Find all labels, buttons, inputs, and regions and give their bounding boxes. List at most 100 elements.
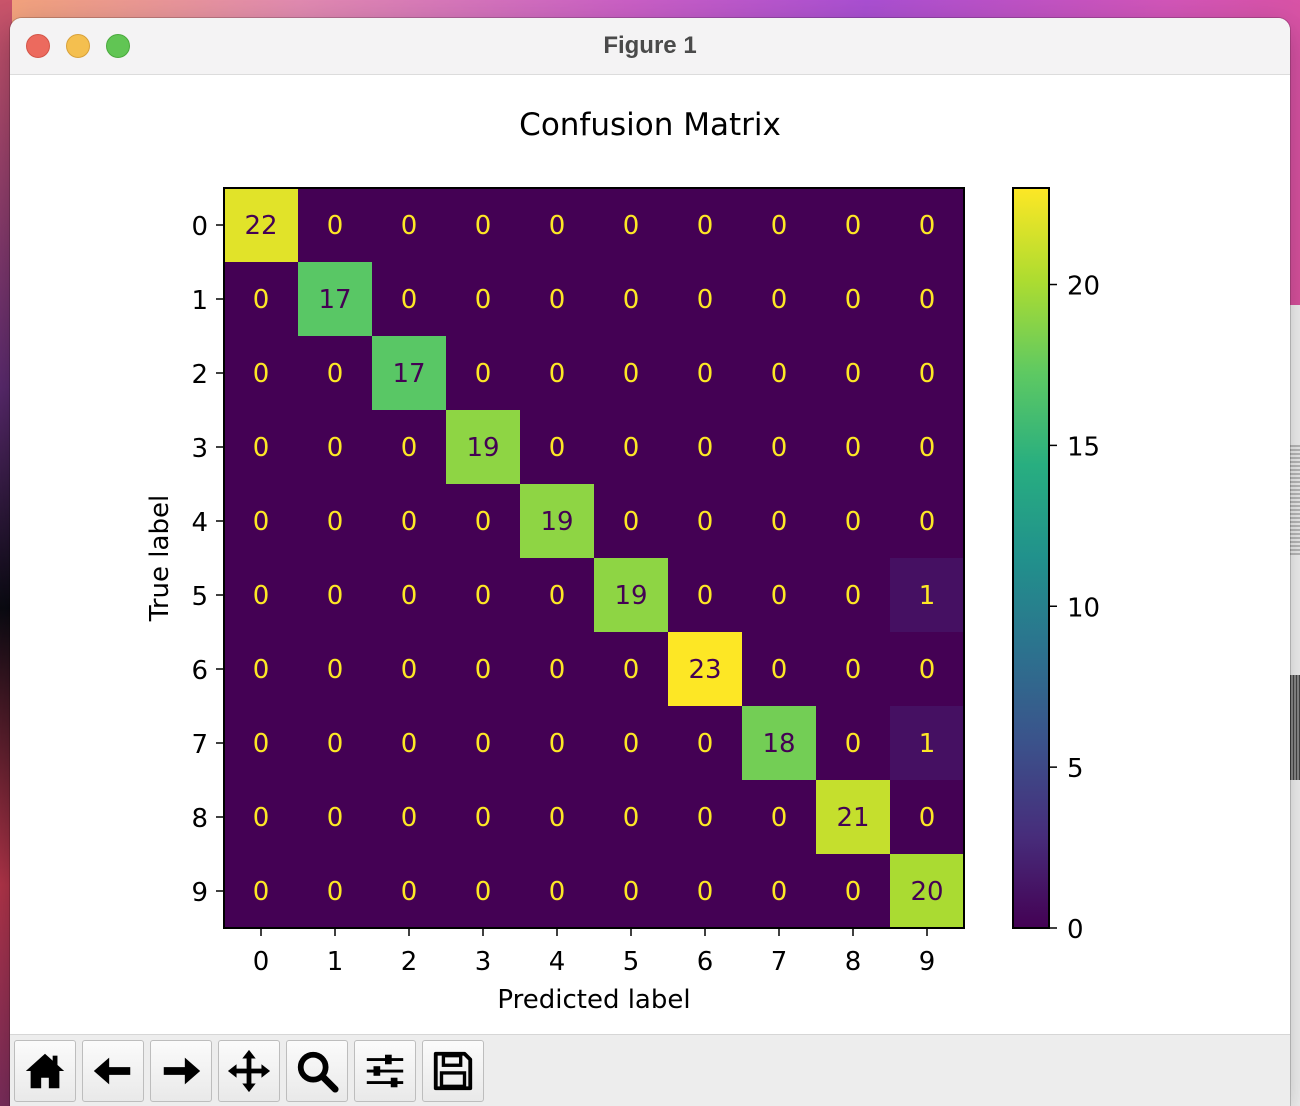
matrix-cell xyxy=(742,336,816,410)
forward-button[interactable] xyxy=(150,1040,212,1102)
cell-value-label: 0 xyxy=(771,581,788,611)
matrix-cell xyxy=(816,780,890,854)
matrix-cell xyxy=(224,188,298,262)
cell-value-label: 0 xyxy=(771,359,788,389)
matrix-cell xyxy=(520,336,594,410)
pan-button[interactable] xyxy=(218,1040,280,1102)
cell-value-label: 0 xyxy=(253,877,270,907)
cell-value-label: 19 xyxy=(466,433,499,463)
minimize-window-button[interactable] xyxy=(66,34,90,58)
matrix-cell xyxy=(520,558,594,632)
colorbar-tick-label: 5 xyxy=(1067,754,1084,784)
cell-value-label: 0 xyxy=(253,507,270,537)
cell-value-label: 0 xyxy=(623,359,640,389)
matrix-cell xyxy=(298,336,372,410)
cell-value-label: 0 xyxy=(845,211,862,241)
cell-value-label: 0 xyxy=(475,729,492,759)
matrix-cell xyxy=(224,632,298,706)
matrix-cell xyxy=(520,706,594,780)
background-window-edge xyxy=(1288,305,1300,1106)
matrix-cell xyxy=(668,780,742,854)
matrix-cell xyxy=(298,854,372,928)
configure-subplots-button[interactable] xyxy=(354,1040,416,1102)
cell-value-label: 0 xyxy=(845,581,862,611)
matrix-cell xyxy=(372,780,446,854)
matrix-cell xyxy=(890,262,964,336)
cell-value-label: 0 xyxy=(549,803,566,833)
back-button[interactable] xyxy=(82,1040,144,1102)
matrix-cell xyxy=(668,632,742,706)
matrix-cell xyxy=(890,780,964,854)
cell-value-label: 0 xyxy=(549,655,566,685)
y-tick-label: 2 xyxy=(191,360,208,390)
desktop-background-left xyxy=(0,0,12,1106)
cell-value-label: 0 xyxy=(623,211,640,241)
matrix-cell xyxy=(298,262,372,336)
y-tick-label: 3 xyxy=(191,434,208,464)
cell-value-label: 0 xyxy=(697,729,714,759)
matrix-cell xyxy=(890,706,964,780)
cell-value-label: 0 xyxy=(697,433,714,463)
x-tick-label: 2 xyxy=(401,947,418,977)
matrix-cell xyxy=(816,262,890,336)
matrix-cell xyxy=(816,854,890,928)
matrix-cell xyxy=(742,262,816,336)
matrix-cell xyxy=(668,484,742,558)
move-icon xyxy=(227,1049,271,1093)
zoom-window-button[interactable] xyxy=(106,34,130,58)
cell-value-label: 0 xyxy=(549,877,566,907)
cell-value-label: 0 xyxy=(845,655,862,685)
cell-value-label: 0 xyxy=(771,803,788,833)
matrix-cell xyxy=(816,706,890,780)
save-button[interactable] xyxy=(422,1040,484,1102)
matrix-cell xyxy=(668,188,742,262)
cell-value-label: 0 xyxy=(845,507,862,537)
colorbar-tick-label: 10 xyxy=(1067,593,1100,623)
matrix-cell xyxy=(594,854,668,928)
matrix-cell xyxy=(224,780,298,854)
cell-value-label: 0 xyxy=(771,877,788,907)
cell-value-label: 0 xyxy=(845,877,862,907)
matrix-cell xyxy=(224,484,298,558)
cell-value-label: 0 xyxy=(475,877,492,907)
navigation-toolbar xyxy=(10,1034,1290,1106)
matrix-cell xyxy=(446,484,520,558)
matrix-cell xyxy=(816,410,890,484)
close-window-button[interactable] xyxy=(26,34,50,58)
y-tick-label: 6 xyxy=(191,656,208,686)
cell-value-label: 0 xyxy=(697,359,714,389)
cell-value-label: 1 xyxy=(919,729,936,759)
cell-value-label: 0 xyxy=(623,877,640,907)
matrix-cell xyxy=(668,854,742,928)
matrix-cell xyxy=(520,262,594,336)
cell-value-label: 0 xyxy=(327,803,344,833)
cell-value-label: 0 xyxy=(845,729,862,759)
home-button[interactable] xyxy=(14,1040,76,1102)
matrix-cell xyxy=(594,632,668,706)
cell-value-label: 19 xyxy=(614,581,647,611)
cell-value-label: 0 xyxy=(919,507,936,537)
figure-canvas[interactable]: Confusion Matrix 22 0 0 0 0 0 0 0 0 0 0 17 0 0 0 0 0 0 0 0 0 0… xyxy=(10,75,1290,1034)
colorbar-tick-label: 15 xyxy=(1067,432,1100,462)
zoom-button[interactable] xyxy=(286,1040,348,1102)
matrix-cell xyxy=(520,484,594,558)
matrix-cell xyxy=(446,336,520,410)
cell-value-label: 0 xyxy=(253,285,270,315)
matrix-cell xyxy=(446,854,520,928)
x-tick-label: 5 xyxy=(623,947,640,977)
cell-value-label: 0 xyxy=(327,877,344,907)
cell-value-label: 0 xyxy=(919,211,936,241)
matrix-cell xyxy=(446,706,520,780)
matrix-cell xyxy=(446,262,520,336)
cell-value-label: 0 xyxy=(549,211,566,241)
cell-value-label: 0 xyxy=(475,655,492,685)
title-bar[interactable]: Figure 1 xyxy=(10,18,1290,75)
matrix-cell xyxy=(224,854,298,928)
matrix-cell xyxy=(890,484,964,558)
cell-value-label: 0 xyxy=(771,655,788,685)
x-tick-label: 9 xyxy=(919,947,936,977)
matrix-cell xyxy=(372,854,446,928)
matrix-cell xyxy=(594,558,668,632)
matrix-cell xyxy=(594,484,668,558)
cell-value-label: 0 xyxy=(327,211,344,241)
